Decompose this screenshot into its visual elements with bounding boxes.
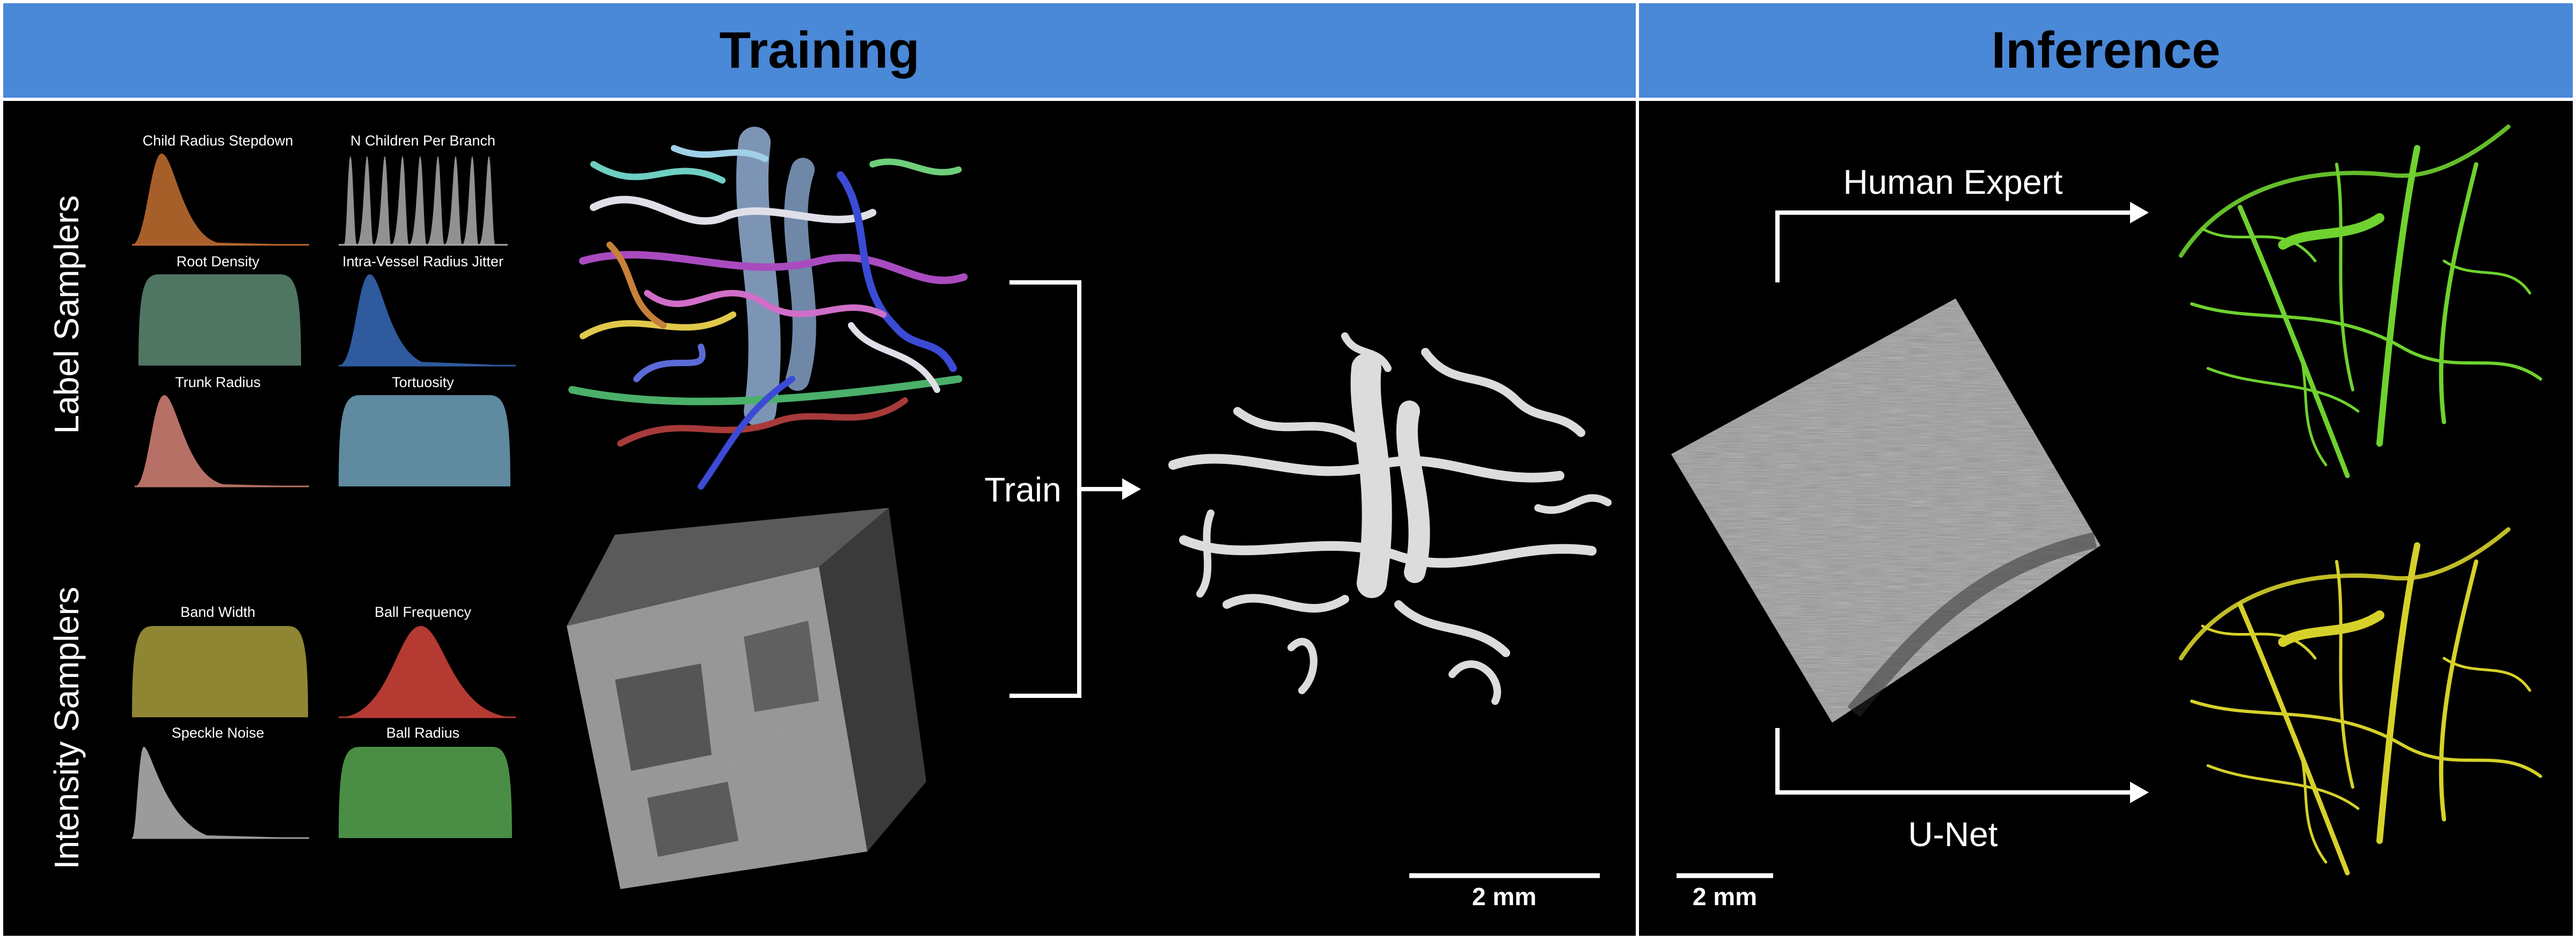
dist-label-band-width: Band Width xyxy=(180,604,255,620)
train-bracket xyxy=(1009,280,1125,698)
unet-label: U-Net xyxy=(1908,815,1997,854)
dist-plot-ball-radius xyxy=(339,747,512,838)
synthetic-intensity-cube xyxy=(567,508,926,889)
intensity-samplers-title: Intensity Samplers xyxy=(47,587,86,869)
inference-header: Inference xyxy=(1639,3,2573,101)
dist-plot-trunk-radius xyxy=(135,395,309,487)
dist-label-root-density: Root Density xyxy=(177,253,260,270)
dist-plot-ball-frequency xyxy=(339,626,516,718)
unet-arrow-head xyxy=(2130,782,2149,803)
training-scale-label: 2 mm xyxy=(1472,883,1536,911)
dist-label-trunk-radius: Trunk Radius xyxy=(175,374,261,390)
dist-label-n-children-per-branch: N Children Per Branch xyxy=(350,133,495,149)
dist-label-tortuosity: Tortuosity xyxy=(392,374,454,390)
dist-plot-band-width xyxy=(132,626,308,717)
dist-label-ball-radius: Ball Radius xyxy=(386,725,460,741)
inference-canvas: Human Expert U-Net xyxy=(1671,125,2542,911)
human-expert-arrow xyxy=(1775,210,2130,282)
train-arrow-head xyxy=(1122,478,1141,500)
dist-label-intra-vessel-radius-jitter: Intra-Vessel Radius Jitter xyxy=(342,253,503,270)
dist-plot-child-radius-stepdown xyxy=(132,154,309,246)
training-header: Training xyxy=(3,3,1636,101)
dist-plot-speckle-noise xyxy=(132,747,309,839)
dist-plot-root-density xyxy=(138,274,301,366)
dist-label-child-radius-stepdown: Child Radius Stepdown xyxy=(143,133,294,149)
predicted-vessel-output xyxy=(1168,332,1612,705)
inference-scale-label: 2 mm xyxy=(1693,883,1757,911)
dist-label-speckle-noise: Speckle Noise xyxy=(172,725,265,741)
unet-arrow xyxy=(1775,728,2130,795)
human-expert-segmentation xyxy=(2179,125,2542,478)
dist-label-ball-frequency: Ball Frequency xyxy=(375,604,472,620)
train-label: Train xyxy=(984,470,1061,509)
human-expert-label: Human Expert xyxy=(1843,163,2062,201)
unet-segmentation xyxy=(2179,527,2542,876)
raw-input-volume xyxy=(1671,299,2101,723)
synthetic-vessel-label-volume xyxy=(568,127,968,490)
dist-plot-n-children-per-branch xyxy=(339,156,508,246)
human-expert-arrow-head xyxy=(2130,202,2149,223)
dist-plot-tortuosity xyxy=(339,395,510,486)
label-samplers-title: Label Samplers xyxy=(47,195,86,434)
training-panel: Training Label Samplers Intensity Sample… xyxy=(0,0,1639,939)
training-canvas: Label Samplers Intensity Samplers Child … xyxy=(47,127,1612,911)
dist-plot-intra-vessel-radius-jitter xyxy=(339,274,516,367)
inference-panel: Inference Human Expert U-Net xyxy=(1636,0,2576,939)
